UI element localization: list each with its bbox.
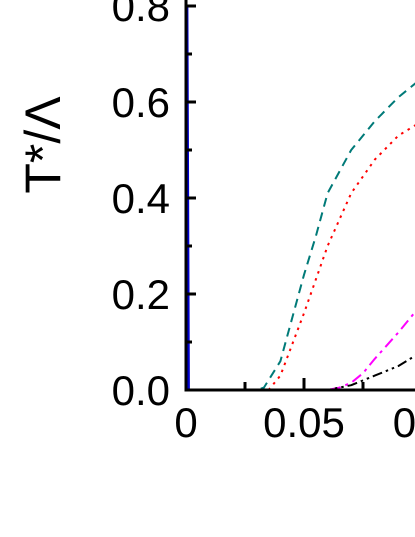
y-tick-label: 0.6 [112,79,170,126]
series-line-1 [186,82,415,391]
y-tick-label: 0.8 [112,0,170,30]
series-line-3 [186,310,415,391]
x-tick-label: 0.1 [393,399,415,446]
x-tick-label: 0 [174,399,197,446]
y-tick-label: 0.0 [112,367,170,414]
series-line-4 [186,354,415,391]
plot-area [184,4,415,391]
y-axis-title: T*/Λ [15,96,71,194]
y-tick-label: 0.4 [112,175,170,222]
series-line-2 [186,124,415,391]
axis-ticks: 0.0 0.2 0.4 0.6 0.8 0 0.05 0.1 [112,0,415,446]
y-tick-label: 0.2 [112,271,170,318]
x-tick-label: 0.05 [263,399,345,446]
